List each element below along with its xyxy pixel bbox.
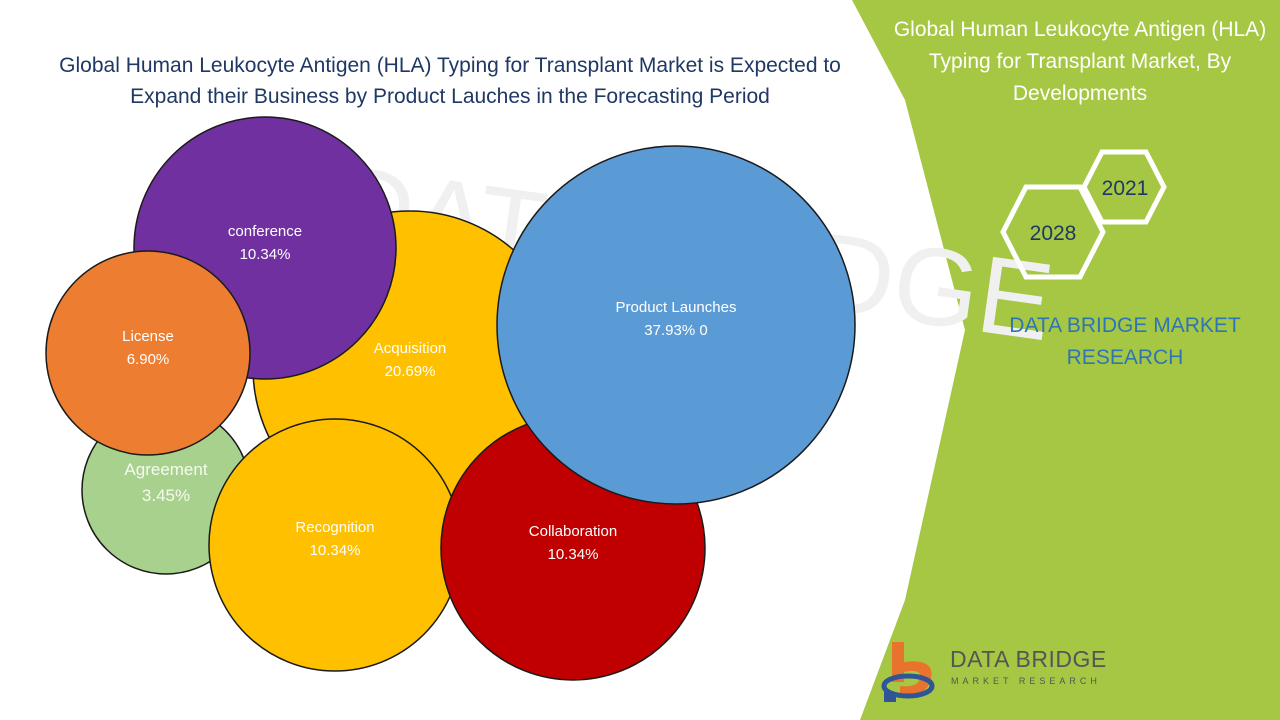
bubble-label-license: License xyxy=(122,328,174,345)
bubble-value-recognition: 10.34% xyxy=(310,542,361,559)
bubble-value-collaboration: 10.34% xyxy=(548,546,599,563)
bubble-value-acquisition: 20.69% xyxy=(385,363,436,380)
data-bridge-logo-icon xyxy=(881,642,935,702)
hexagon-2021 xyxy=(1081,149,1167,225)
bubble-label-recognition: Recognition xyxy=(295,519,374,536)
bubble-value-agreement: 3.45% xyxy=(142,486,190,505)
chart-title: Global Human Leukocyte Antigen (HLA) Typ… xyxy=(59,54,841,108)
bubble-value-product-launches: 37.93% 0 xyxy=(644,322,707,339)
bubble-label-conference: conference xyxy=(228,223,302,240)
bubble-label-acquisition: Acquisition xyxy=(374,340,447,357)
bubble-label-agreement: Agreement xyxy=(124,460,207,479)
bubble-label-collaboration: Collaboration xyxy=(529,523,617,540)
side-panel-title: Global Human Leukocyte Antigen (HLA) Typ… xyxy=(893,18,1267,105)
year-2028: 2028 xyxy=(1030,222,1077,245)
bubble-value-conference: 10.34% xyxy=(240,246,291,263)
year-2021: 2021 xyxy=(1102,177,1149,200)
bubble-label-product-launches: Product Launches xyxy=(616,299,737,316)
bubble-product-launches xyxy=(496,145,856,505)
hexagon-2028 xyxy=(1000,184,1106,280)
bubble-license xyxy=(45,250,251,456)
brand-text: DATA BRIDGE MARKET RESEARCH xyxy=(1009,314,1241,369)
bubble-value-license: 6.90% xyxy=(127,351,170,368)
side-panel-green xyxy=(852,0,1280,720)
logo-name: DATA BRIDGE xyxy=(950,646,1107,672)
logo-tagline: MARKET RESEARCH xyxy=(951,676,1101,686)
